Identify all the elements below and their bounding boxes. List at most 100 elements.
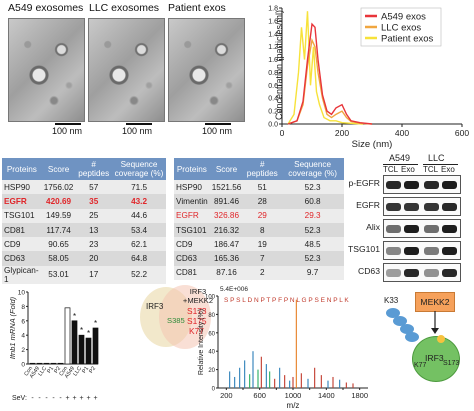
table-cell: 87.16 (209, 265, 244, 281)
ms-y-tick-label: 100 (205, 295, 216, 301)
ms-x-tick-label: 600 (253, 391, 266, 400)
table-cell: 117.74 (41, 222, 76, 238)
table-cell: 326.86 (209, 208, 244, 223)
table-cell: HSP90 (2, 180, 42, 195)
table-cell: 17 (75, 265, 113, 284)
wb-row (383, 241, 461, 260)
wb-group-llc: LLC (428, 153, 445, 163)
table-cell: CD81 (174, 265, 210, 281)
wb-band (404, 225, 419, 233)
table-cell: 60.8 (281, 194, 344, 209)
table-row: TSG101 149.59 25 44.6 (2, 208, 166, 223)
nta-series-0 (287, 22, 373, 125)
proteomics-table-2: Proteins Score # peptides Sequence coverage… (174, 158, 344, 281)
wb-band (404, 247, 419, 255)
table-cell: 71.5 (112, 180, 166, 195)
nta-xlabel: Size (nm) (352, 139, 393, 150)
ifnb-bar (92, 327, 99, 365)
ms-ylabel: Relative Intensity (%) (198, 309, 205, 375)
ifnb-sev-mark: + (72, 395, 76, 402)
table-header-cell: Score (209, 158, 244, 180)
scale-label-a549: 100 nm (52, 126, 83, 136)
wb-band (424, 225, 439, 233)
wb-band (386, 203, 401, 211)
table-cell: 52.3 (281, 180, 344, 195)
wb-band (424, 269, 439, 277)
ifnb-sev-mark: - (52, 395, 55, 402)
table-cell: EGFR (174, 208, 210, 223)
wb-group-line-a549 (383, 164, 418, 165)
ms-y-tick-label: 60 (208, 331, 215, 337)
wb-band (442, 269, 457, 277)
nta-y-tick-label: 1.8 (268, 6, 278, 13)
table-cell: CD63 (174, 251, 210, 266)
ubiquitin-3 (400, 324, 414, 334)
ifnb-category-label: P2 (88, 366, 97, 375)
mass-spectrum-chart: 0 20 40 60 80 100 200 600 1000 1400 1800 m/z Relativ… (198, 286, 368, 410)
wb-row-label: CD63 (358, 266, 380, 276)
table-cell: 48.5 (281, 237, 344, 252)
table-cell: 7 (243, 251, 282, 266)
table-header-cell: # peptides (243, 158, 282, 180)
table-row: HSP90 1756.02 57 71.5 (2, 180, 166, 195)
ifnb-category-label: P1 (81, 366, 90, 375)
ifnb-significance-star: * (87, 329, 90, 338)
table-cell: 9.7 (281, 265, 344, 281)
wb-row (383, 219, 461, 238)
scale-bar-llc (126, 123, 152, 125)
nta-legend-label: LLC exos (381, 23, 421, 34)
ifnb-sev-mark: - (38, 395, 41, 402)
wb-band (442, 181, 457, 189)
ms-y-tick-label: 20 (208, 368, 215, 374)
irf3-label: IRF3 (425, 353, 444, 363)
table-cell: 58.05 (41, 251, 76, 266)
ifnb-sev-mark: - (45, 395, 48, 402)
ifnb-sev-mark: + (65, 395, 69, 402)
table-cell: 165.36 (209, 251, 244, 266)
ifnb-category-label: LLC (37, 366, 48, 378)
wb-row-label: p-EGFR (348, 178, 380, 188)
ifnb-y-tick-label: 10 (18, 290, 26, 297)
ifnb-sev-label: SeV: (12, 395, 27, 402)
ubiquitin-4 (405, 332, 419, 342)
k77-label: K77 (414, 362, 427, 369)
ifnb-significance-star: * (80, 326, 83, 335)
wb-band (424, 203, 439, 211)
table-cell: 29.3 (281, 208, 344, 223)
nta-y-tick-label: 1.0 (268, 57, 278, 64)
wb-band (442, 247, 457, 255)
em-title-patient: Patient exos (168, 2, 226, 14)
table-header-row: Proteins Score # peptides Sequence coverage… (2, 158, 166, 180)
wb-lane-tcl-llc: TCL (423, 165, 439, 174)
ifnb-significance-star: * (73, 312, 76, 321)
table-cell: CD9 (174, 237, 210, 252)
ifnb-bar (36, 362, 43, 365)
table-row: CD9 90.65 23 62.1 (2, 237, 166, 252)
em-micrograph-patient (168, 18, 245, 122)
table-row: EGFR 420.69 35 43.2 (2, 194, 166, 209)
ifnb-category-label: P1 (46, 366, 55, 375)
table-cell: 64.8 (112, 251, 166, 266)
ifnb-sev-mark: - (59, 395, 62, 402)
table-row: TSG101 216.32 8 52.3 (174, 222, 344, 238)
table-cell: 44.6 (112, 208, 166, 223)
table-cell: CD81 (2, 222, 42, 238)
table-cell: 23 (75, 237, 113, 252)
ifnb-bar (71, 320, 78, 365)
table-cell: 20 (75, 251, 113, 266)
venn-right-title: IRF3 +MEKK2 (182, 287, 214, 305)
table-header-cell: Proteins (2, 158, 42, 180)
table-cell: 28 (243, 194, 282, 209)
nta-y-tick-label: 1.4 (268, 31, 278, 38)
ifnb-category-label: Con (23, 366, 34, 378)
ifnb-bar (50, 362, 57, 365)
wb-band (404, 269, 419, 277)
wb-band (386, 181, 401, 189)
proteomics-table-1: Proteins Score # peptides Sequence coverage… (2, 158, 166, 284)
ifnb-significance-star: * (94, 319, 97, 328)
ifnb-ylabel: Ifnb1 mRNA (Fold) (10, 296, 17, 359)
table-cell: 25 (75, 208, 113, 223)
nta-legend-label: A549 exos (381, 12, 426, 23)
s173-label: S173 (443, 360, 460, 367)
